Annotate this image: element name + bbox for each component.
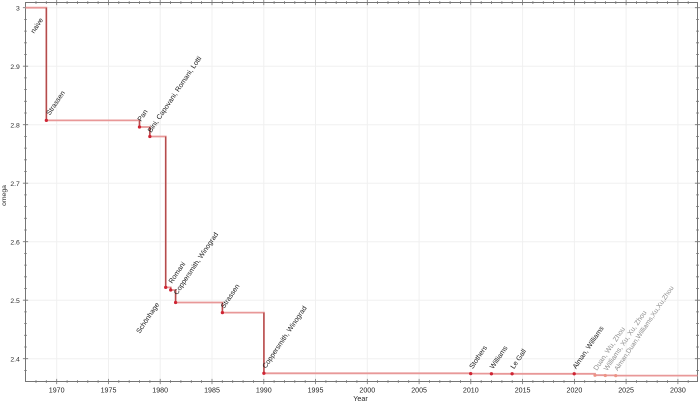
svg-text:1975: 1975	[101, 386, 117, 394]
svg-text:2.5: 2.5	[10, 298, 20, 305]
svg-text:2005: 2005	[411, 386, 427, 394]
svg-text:1990: 1990	[256, 386, 272, 394]
svg-text:2020: 2020	[567, 386, 583, 394]
svg-text:2.9: 2.9	[10, 64, 20, 71]
svg-text:2025: 2025	[618, 386, 634, 394]
svg-text:1980: 1980	[152, 386, 168, 394]
svg-text:2.6: 2.6	[10, 239, 20, 246]
svg-text:1985: 1985	[204, 386, 220, 394]
svg-text:2000: 2000	[359, 386, 375, 394]
svg-text:2015: 2015	[515, 386, 531, 394]
svg-text:2.7: 2.7	[10, 181, 20, 188]
svg-text:1970: 1970	[49, 386, 65, 394]
svg-text:3: 3	[16, 5, 20, 12]
svg-text:omega: omega	[1, 185, 8, 206]
svg-text:2.8: 2.8	[10, 122, 20, 129]
svg-text:1995: 1995	[308, 386, 324, 394]
svg-text:2030: 2030	[670, 386, 686, 394]
svg-text:Year: Year	[353, 394, 368, 402]
svg-text:2.4: 2.4	[10, 356, 20, 363]
svg-text:2010: 2010	[463, 386, 479, 394]
